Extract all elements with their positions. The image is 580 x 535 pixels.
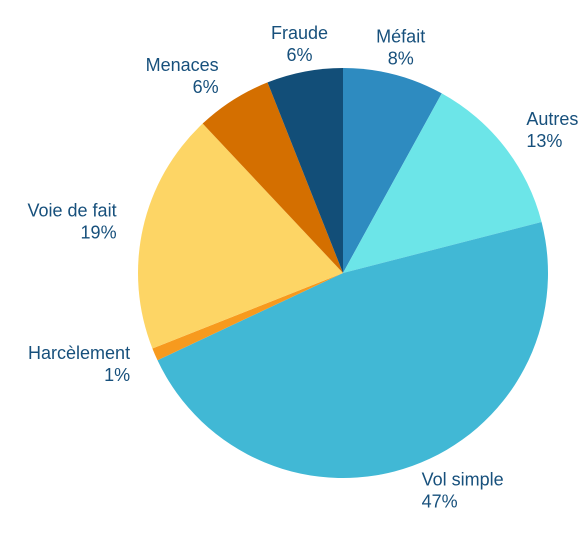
slice-label: Autres 13% [526, 109, 578, 151]
slice-label-value: 1% [104, 365, 130, 385]
slice-label-name: Menaces [146, 55, 219, 75]
slice-label-value: 6% [193, 77, 219, 97]
pie-slice [343, 93, 542, 273]
pie-slice [202, 82, 343, 274]
slice-label-value: 47% [422, 491, 458, 511]
slice-label-value: 8% [388, 48, 414, 68]
slice-label-value: 13% [526, 131, 562, 151]
slice-label: Voie de fait 19% [28, 200, 117, 242]
slice-label-name: Voie de fait [28, 200, 117, 220]
pie-slice [152, 273, 343, 361]
pie-slice [267, 68, 343, 273]
slice-label: Vol simple 47% [422, 469, 504, 511]
slice-label-name: Autres [526, 109, 578, 129]
slice-label-name: Vol simple [422, 469, 504, 489]
slice-label-value: 6% [287, 45, 313, 65]
pie-slice [343, 68, 442, 273]
slice-label-name: Fraude [271, 23, 328, 43]
slice-label-value: 19% [81, 222, 117, 242]
slice-label: Menaces 6% [146, 55, 219, 97]
pie-slice [137, 123, 343, 349]
slice-label-name: Méfait [376, 26, 425, 46]
slice-label: Harcèlement 1% [28, 343, 130, 385]
slice-label-name: Harcèlement [28, 343, 130, 363]
slice-label: Fraude 6% [271, 23, 328, 65]
slice-label: Méfait 8% [376, 26, 425, 68]
pie-slice [157, 222, 549, 479]
